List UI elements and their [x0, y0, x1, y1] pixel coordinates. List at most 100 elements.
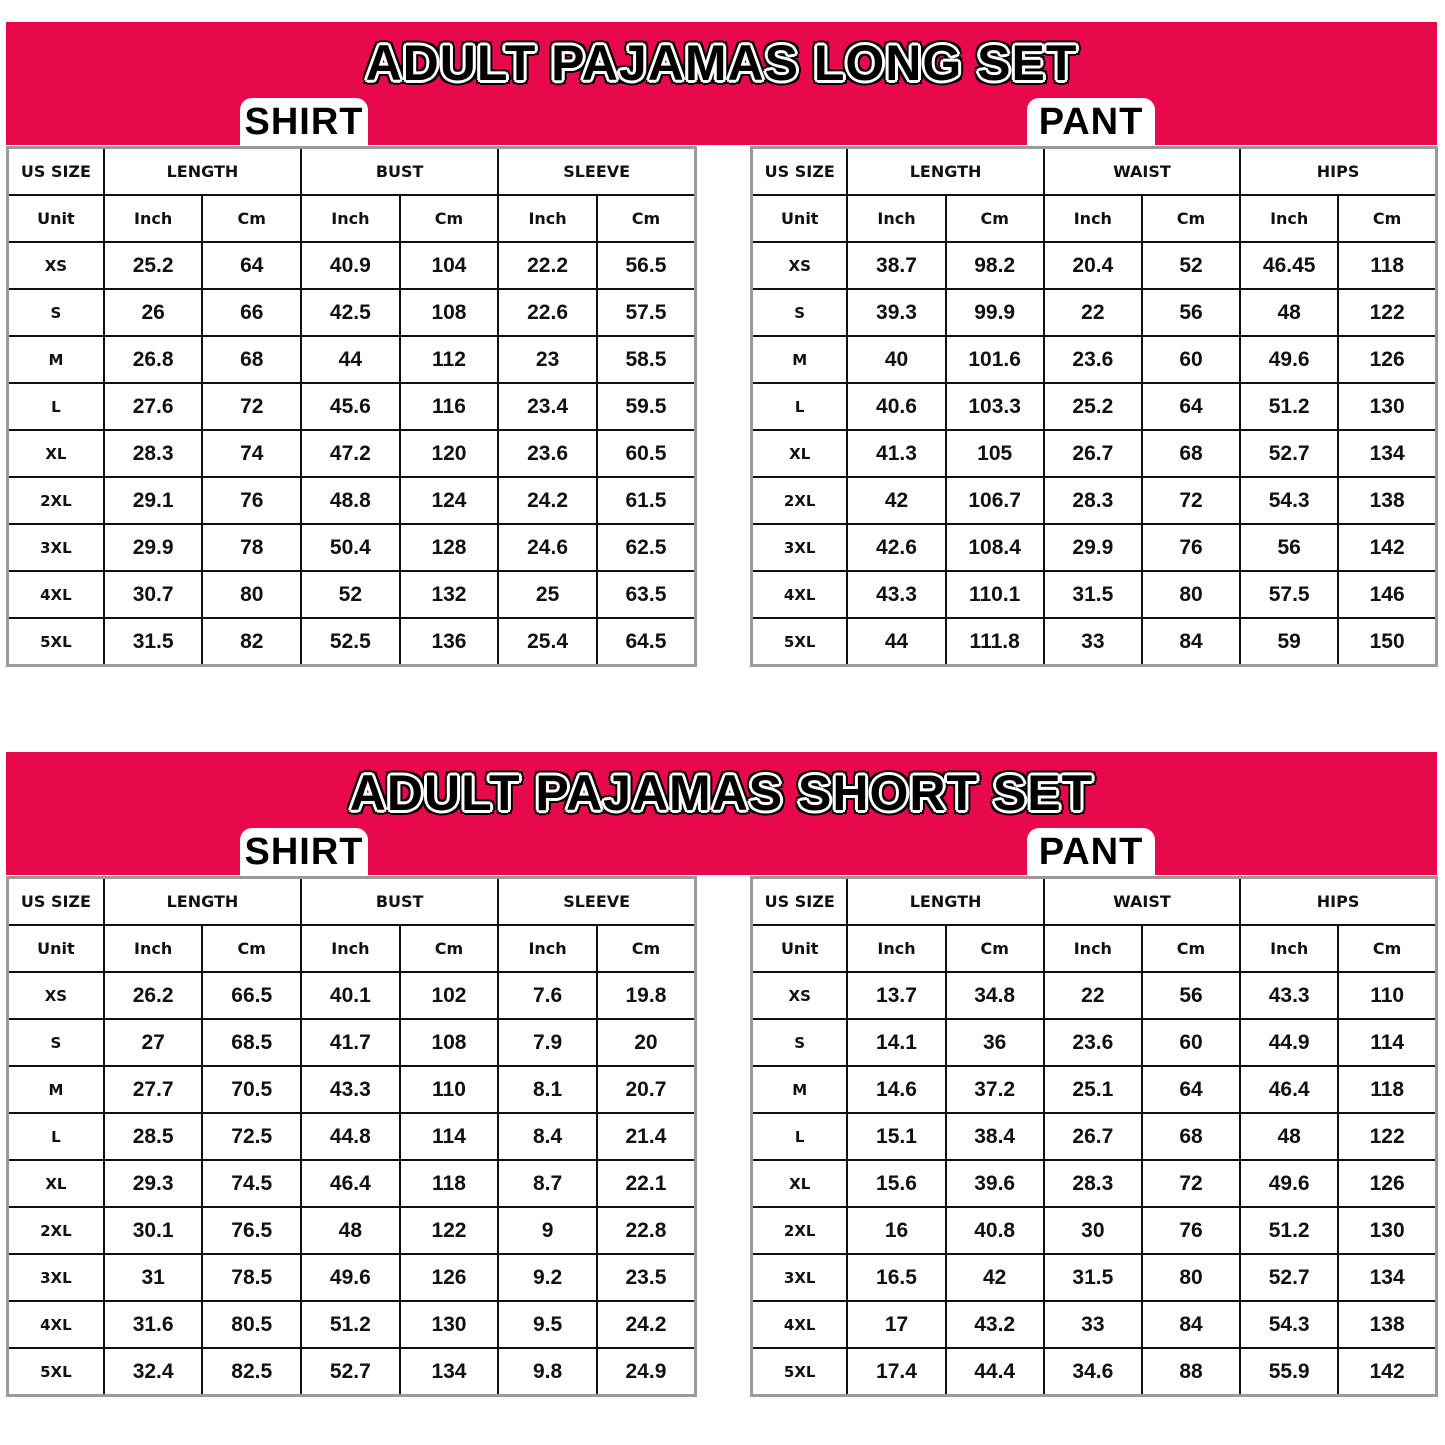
size-label: XS	[6, 971, 105, 1020]
measurement-cell: 29.3	[102, 1159, 204, 1208]
table-row: 5XL 17.4 44.4 34.6 88 55.9 142	[750, 1347, 1438, 1397]
measurement-cell: 54.3	[1239, 476, 1340, 525]
measurement-cell: 52.7	[1239, 1253, 1340, 1302]
measurement-cell: 37.2	[944, 1065, 1045, 1114]
measurement-cell: 20	[595, 1018, 697, 1067]
measurement-cell: 56	[1140, 971, 1242, 1020]
size-label: 3XL	[6, 523, 105, 572]
column-header: US SIZE	[750, 146, 849, 196]
column-header: HIPS	[1239, 876, 1438, 926]
measurement-cell: 120	[398, 429, 500, 478]
measurement-cell: 55.9	[1239, 1347, 1340, 1397]
column-header: LENGTH	[846, 876, 1045, 926]
column-header: SLEEVE	[497, 876, 697, 926]
measurement-cell: 30	[1042, 1206, 1143, 1255]
unit-header: Inch	[1239, 924, 1340, 973]
measurement-cell: 30.7	[102, 570, 204, 619]
table-row: S 26 66 42.5 108 22.6 57.5	[6, 288, 697, 337]
unit-header: Cm	[595, 924, 697, 973]
measurement-cell: 31.6	[102, 1300, 204, 1349]
measurement-cell: 23.5	[595, 1253, 697, 1302]
long-pant-label: PANT	[1027, 98, 1155, 145]
measurement-cell: 23.6	[1042, 335, 1143, 384]
measurement-cell: 64	[1140, 1065, 1242, 1114]
measurement-cell: 17.4	[846, 1347, 947, 1397]
measurement-cell: 25.2	[1042, 382, 1143, 431]
measurement-cell: 51.2	[300, 1300, 401, 1349]
measurement-cell: 26	[102, 288, 204, 337]
measurement-cell: 128	[398, 523, 500, 572]
measurement-cell: 41.7	[300, 1018, 401, 1067]
column-header: US SIZE	[6, 146, 105, 196]
measurement-cell: 27.6	[102, 382, 204, 431]
unit-header: Inch	[497, 194, 598, 243]
measurement-cell: 47.2	[300, 429, 401, 478]
table-row: XL 29.3 74.5 46.4 118 8.7 22.1	[6, 1159, 697, 1208]
measurement-cell: 60.5	[595, 429, 697, 478]
measurement-cell: 80	[1140, 570, 1242, 619]
measurement-cell: 108	[398, 1018, 500, 1067]
measurement-cell: 21.4	[595, 1112, 697, 1161]
unit-header: Inch	[846, 194, 947, 243]
long-shirt-table: US SIZE LENGTH BUST SLEEVE Unit Inch Cm Inch Cm I…	[6, 146, 697, 667]
measurement-cell: 108.4	[944, 523, 1045, 572]
size-label: 4XL	[6, 570, 105, 619]
unit-header: Inch	[102, 194, 204, 243]
size-label: S	[6, 288, 105, 337]
measurement-cell: 48	[1239, 1112, 1340, 1161]
unit-header: Inch	[1042, 924, 1143, 973]
measurement-cell: 72	[1140, 476, 1242, 525]
measurement-cell: 26.7	[1042, 1112, 1143, 1161]
measurement-cell: 114	[398, 1112, 500, 1161]
long-shirt-label: SHIRT	[240, 98, 368, 145]
unit-header: Cm	[1140, 924, 1242, 973]
size-label: M	[750, 335, 849, 384]
table-row: 3XL 31 78.5 49.6 126 9.2 23.5	[6, 1253, 697, 1302]
measurement-cell: 24.6	[497, 523, 598, 572]
measurement-cell: 138	[1337, 476, 1438, 525]
measurement-cell: 80	[201, 570, 303, 619]
measurement-cell: 103.3	[944, 382, 1045, 431]
table-row: XS 25.2 64 40.9 104 22.2 56.5	[6, 241, 697, 290]
measurement-cell: 20.7	[595, 1065, 697, 1114]
measurement-cell: 40	[846, 335, 947, 384]
measurement-cell: 48	[300, 1206, 401, 1255]
measurement-cell: 14.1	[846, 1018, 947, 1067]
column-header: LENGTH	[102, 146, 303, 196]
short-set-banner: ADULT PAJAMAS SHORT SET SHIRT PANT	[6, 752, 1437, 875]
size-label: 4XL	[6, 1300, 105, 1349]
table-row: M 14.6 37.2 25.1 64 46.4 118	[750, 1065, 1438, 1114]
table-row: 4XL 43.3 110.1 31.5 80 57.5 146	[750, 570, 1438, 619]
measurement-cell: 8.1	[497, 1065, 598, 1114]
table-row: 3XL 42.6 108.4 29.9 76 56 142	[750, 523, 1438, 572]
measurement-cell: 70.5	[201, 1065, 303, 1114]
measurement-cell: 24.2	[595, 1300, 697, 1349]
measurement-cell: 74.5	[201, 1159, 303, 1208]
measurement-cell: 22.8	[595, 1206, 697, 1255]
header-row: US SIZE LENGTH BUST SLEEVE	[6, 146, 697, 196]
size-label: 2XL	[6, 1206, 105, 1255]
measurement-cell: 72	[1140, 1159, 1242, 1208]
short-pant-label: PANT	[1027, 828, 1155, 875]
unit-header: Cm	[944, 194, 1045, 243]
measurement-cell: 28.3	[1042, 476, 1143, 525]
measurement-cell: 48.8	[300, 476, 401, 525]
measurement-cell: 122	[1337, 1112, 1438, 1161]
measurement-cell: 58.5	[595, 335, 697, 384]
measurement-cell: 101.6	[944, 335, 1045, 384]
unit-header: Inch	[102, 924, 204, 973]
measurement-cell: 104	[398, 241, 500, 290]
measurement-cell: 74	[201, 429, 303, 478]
size-label: XL	[6, 429, 105, 478]
size-label: L	[750, 382, 849, 431]
size-label: XS	[750, 241, 849, 290]
measurement-cell: 43.3	[846, 570, 947, 619]
unit-row: Unit Inch Cm Inch Cm Inch Cm	[6, 194, 697, 243]
measurement-cell: 16	[846, 1206, 947, 1255]
measurement-cell: 110.1	[944, 570, 1045, 619]
measurement-cell: 46.45	[1239, 241, 1340, 290]
size-label: XS	[750, 971, 849, 1020]
size-label: S	[750, 288, 849, 337]
measurement-cell: 49.6	[1239, 335, 1340, 384]
long-pant-table: US SIZE LENGTH WAIST HIPS Unit Inch Cm Inch Cm In…	[750, 146, 1438, 667]
